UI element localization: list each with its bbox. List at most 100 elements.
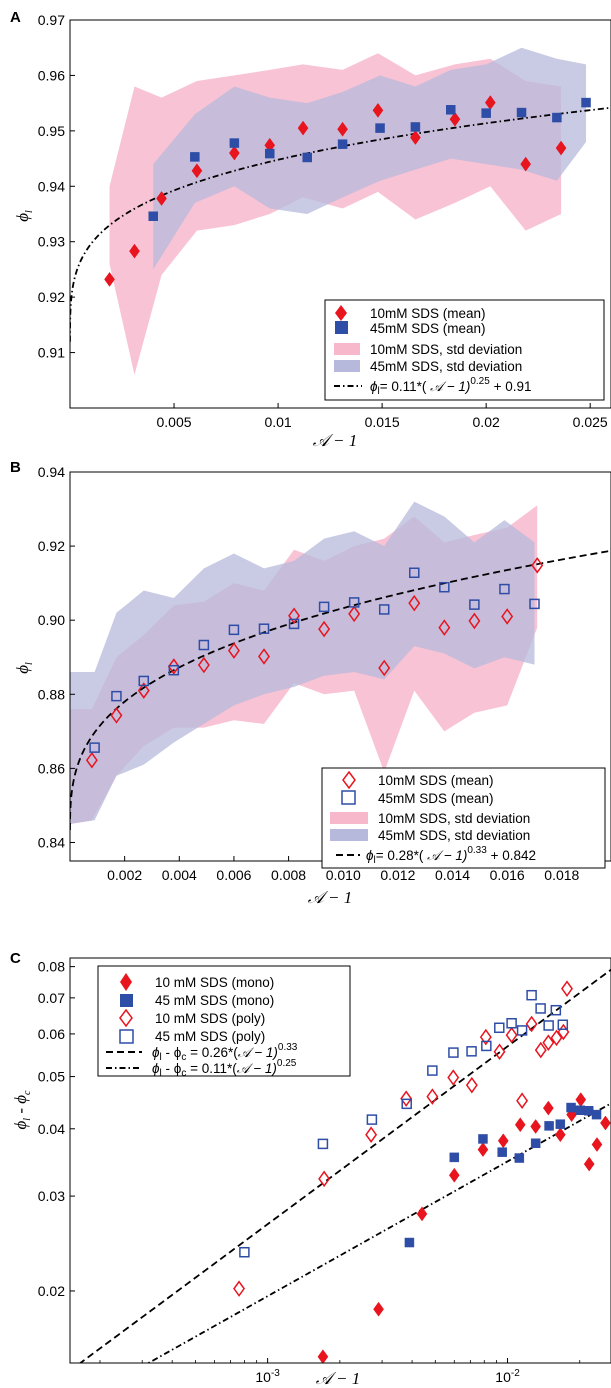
- y-tick-label: 0.03: [38, 1188, 65, 1204]
- data-point-open-diamond: [167, 658, 180, 675]
- legend-label: 45mM SDS, std deviation: [378, 828, 530, 843]
- data-point-open-square: [499, 583, 510, 595]
- data-point-diamond: [129, 243, 140, 259]
- data-point-diamond: [416, 1206, 428, 1222]
- data-point-open-square: [466, 1046, 477, 1057]
- data-point-diamond: [191, 163, 203, 179]
- x-tick-label: 0.014: [435, 867, 470, 883]
- data-point-open-diamond: [531, 557, 544, 574]
- panel-letter-c: C: [10, 950, 21, 967]
- x-tick-label: 0.012: [380, 867, 415, 883]
- x-tick-label: 0.018: [544, 867, 579, 883]
- data-point-open-square: [439, 581, 450, 593]
- data-point-open-square: [469, 599, 480, 610]
- y-tick-label: 0.92: [38, 289, 65, 305]
- axes-box: [69, 957, 611, 1364]
- data-point-open-diamond: [258, 648, 270, 665]
- x-tick-label: 0.016: [490, 867, 525, 883]
- data-point-diamond: [372, 102, 384, 118]
- x-tick-label: 0.008: [271, 867, 306, 883]
- y-tick-label: 0.86: [38, 760, 65, 776]
- x-tick-label: 0.004: [162, 867, 197, 883]
- data-point-open-diamond: [542, 1034, 555, 1051]
- data-point-diamond: [591, 1137, 603, 1152]
- data-point-open-square: [494, 1022, 505, 1034]
- data-point-square: [229, 138, 240, 148]
- data-point-open-square: [448, 1047, 459, 1058]
- data-point-open-diamond: [378, 659, 391, 677]
- x-ticks: 0.005 0.01 0.015 0.02 0.025: [157, 403, 608, 430]
- data-point-open-diamond: [493, 1043, 506, 1061]
- panel-letter-a: A: [10, 9, 21, 26]
- y-axis-label: ϕl - ϕc: [11, 1090, 33, 1130]
- fit-line: [70, 106, 611, 342]
- x-axis-label: 𝒜 − 1: [308, 888, 353, 907]
- y-tick-label: 0.88: [38, 686, 65, 702]
- y-tick-label: 0.05: [38, 1069, 65, 1085]
- y-ticks: 0.02 0.03 0.04 0.05 0.06 0.07 0.08: [38, 959, 75, 1299]
- data-point-square: [404, 1237, 415, 1248]
- panel-c: C 10-3 10-2 0.020.030.040.050.060.070.08 …: [10, 950, 611, 1388]
- data-point-open-square: [239, 1246, 250, 1258]
- legend-swatch-red-diamond: [335, 305, 347, 321]
- data-point-open-diamond: [447, 1069, 460, 1086]
- data-point-square: [265, 148, 275, 159]
- legend-label: 45 mM SDS (mono): [155, 993, 274, 1008]
- legend-label: 10 mM SDS (mono): [155, 975, 274, 990]
- data-point-open-square: [550, 1004, 562, 1016]
- legend-fit-label: ϕl= 0.28*( 𝒜 − 1)0.33 + 0.842: [366, 845, 536, 866]
- y-tick-label: 0.96: [38, 67, 65, 83]
- data-point-diamond: [583, 1156, 595, 1172]
- legend-swatch-red-open-diamond: [342, 770, 356, 790]
- y-tick-label: 0.92: [38, 538, 65, 554]
- legend-swatch-pink-band: [334, 343, 360, 355]
- legend-swatch-blue-band: [334, 360, 360, 372]
- data-point-open-diamond: [197, 656, 210, 674]
- data-point-open-diamond: [505, 1026, 518, 1044]
- data-point-diamond: [156, 191, 167, 206]
- legend-swatch-red-open-diamond: [119, 1008, 133, 1028]
- legend-label: 45 mM SDS (poly): [155, 1029, 265, 1044]
- panel-b: B 0.002 0.004 0.006 0.008 0.010 0.012 0.014 0.0…: [10, 459, 611, 907]
- data-point-open-diamond: [561, 980, 573, 997]
- y-tick-label: 0.95: [38, 123, 65, 139]
- data-point-open-diamond: [400, 1090, 413, 1107]
- legend-label: 45mM SDS (mean): [370, 321, 486, 336]
- x-tick-label: 0.02: [473, 414, 500, 430]
- data-marks: [85, 557, 544, 769]
- data-point-open-square: [168, 664, 180, 676]
- data-point-square: [497, 1147, 507, 1157]
- legend: 10mM SDS (mean) 45mM SDS (mean) 10mM SDS…: [321, 767, 606, 869]
- data-point-open-square: [111, 690, 122, 702]
- legend-label: 10mM SDS, std deviation: [370, 342, 522, 357]
- y-tick-label: 0.91: [38, 345, 65, 361]
- data-point-open-square: [348, 597, 360, 608]
- legend-label: 10mM SDS, std deviation: [378, 811, 530, 826]
- data-point-diamond: [543, 1100, 554, 1116]
- data-point-square: [337, 139, 348, 149]
- legend-label: 10mM SDS (mean): [378, 773, 494, 788]
- data-point-open-diamond: [227, 642, 240, 659]
- y-axis-label: ϕl: [13, 210, 35, 222]
- data-point-open-square: [409, 567, 420, 579]
- data-point-square: [581, 97, 591, 108]
- data-point-open-diamond: [438, 619, 451, 636]
- data-point-diamond: [555, 140, 567, 156]
- data-point-square: [552, 112, 562, 123]
- fit-curve-0: [70, 106, 611, 342]
- data-marks: [104, 95, 591, 287]
- data-point-square: [516, 107, 527, 118]
- data-point-square: [544, 1121, 554, 1131]
- y-tick-label: 0.08: [38, 959, 65, 975]
- x-axis-label: 𝒜 − 1: [313, 431, 358, 450]
- legend-swatch-pink-band: [330, 812, 368, 824]
- data-point-diamond: [337, 121, 348, 137]
- y-tick-label: 0.90: [38, 612, 65, 628]
- data-marks: [233, 980, 611, 1363]
- data-point-square: [481, 108, 491, 118]
- legend-swatch-blue-open-square: [119, 1029, 134, 1044]
- legend-box: [324, 299, 605, 401]
- data-point-open-diamond: [525, 1015, 538, 1033]
- fit-line: [70, 549, 611, 830]
- legend-swatch-red-diamond: [120, 973, 132, 991]
